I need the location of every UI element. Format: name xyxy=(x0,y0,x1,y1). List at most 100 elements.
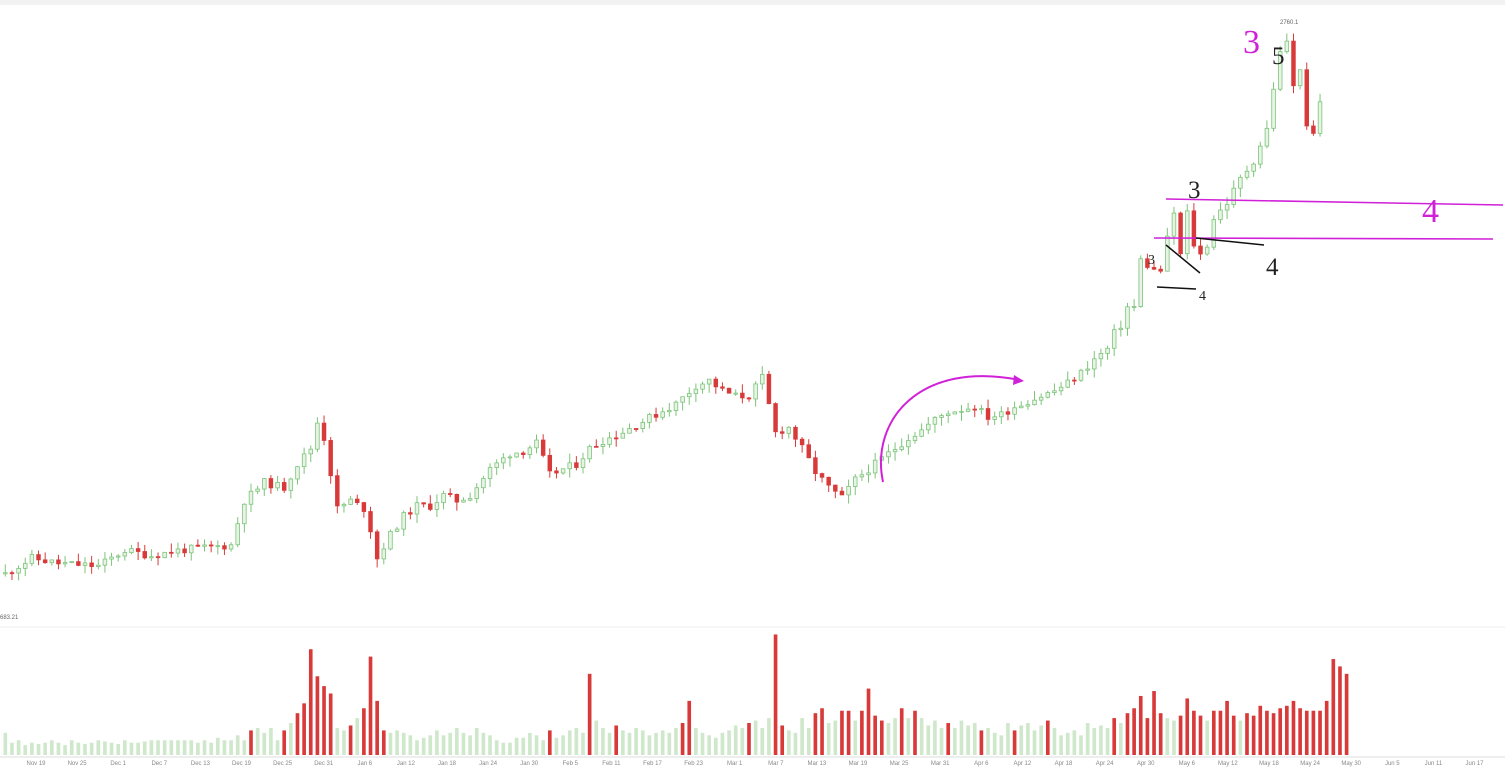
candle-up xyxy=(96,564,101,567)
candle-up xyxy=(959,410,964,413)
candle-down xyxy=(594,445,599,448)
candle-up xyxy=(295,466,300,480)
volume-bar xyxy=(16,740,21,755)
volume-bar xyxy=(953,727,957,755)
candlestick-series xyxy=(3,33,1323,581)
volume-bar xyxy=(255,727,260,755)
volume-bar xyxy=(501,742,506,755)
candle-down xyxy=(454,494,460,503)
candle-up xyxy=(1284,40,1290,53)
candle-up xyxy=(693,388,699,394)
volume-bar xyxy=(176,740,180,755)
candle-up xyxy=(932,417,938,425)
candle-up xyxy=(680,396,685,403)
volume-bar xyxy=(362,708,366,755)
volume-bar xyxy=(806,727,811,755)
candle-up xyxy=(162,551,167,559)
candle-up xyxy=(872,459,878,474)
volume-bar xyxy=(149,740,154,755)
candle-up xyxy=(912,435,918,441)
volume-bar xyxy=(654,732,658,755)
candle-up xyxy=(945,413,951,416)
candle-down xyxy=(208,544,214,547)
volume-bar xyxy=(740,727,745,755)
volume-bar xyxy=(826,723,831,755)
candle-up xyxy=(62,562,68,565)
candle-up xyxy=(919,429,924,437)
volume-bar xyxy=(966,725,970,755)
candle-up xyxy=(620,432,626,439)
volume-bar xyxy=(1172,720,1176,755)
volume-bar xyxy=(647,735,652,755)
volume-bar xyxy=(123,740,127,755)
candle-up xyxy=(560,468,566,474)
volume-bar xyxy=(455,727,459,755)
x-tick-label: Apr 30 xyxy=(1137,761,1155,767)
volume-bar xyxy=(1291,700,1296,755)
volume-bar xyxy=(169,740,174,755)
volume-bar xyxy=(972,723,977,755)
candle-down xyxy=(766,373,772,404)
volume-bar xyxy=(282,730,287,755)
volume-bar xyxy=(103,741,107,755)
volume-bar xyxy=(787,730,791,755)
volume-bar xyxy=(242,740,247,755)
candle-up xyxy=(952,411,958,415)
x-tick-label: Jun 11 xyxy=(1425,761,1443,767)
volume-bar xyxy=(713,737,718,755)
candle-down xyxy=(1005,411,1011,415)
volume-bar xyxy=(1165,718,1170,755)
candle-up xyxy=(786,426,792,434)
volume-bar xyxy=(448,732,453,755)
candle-down xyxy=(839,490,845,496)
volume-bar xyxy=(886,723,891,755)
x-tick-label: Mar 19 xyxy=(849,761,868,767)
candle-down xyxy=(447,493,453,495)
volume-bar xyxy=(1112,718,1117,755)
volume-bar xyxy=(1012,730,1017,755)
wave-label-3-small: 3 xyxy=(1148,253,1155,268)
volume-bar xyxy=(488,735,492,755)
candle-up xyxy=(580,458,586,468)
candle-up xyxy=(1131,306,1137,308)
volume-bar xyxy=(1278,708,1283,755)
candle-down xyxy=(1304,69,1309,127)
volume-bar xyxy=(561,735,565,755)
volume-bar xyxy=(959,720,964,755)
volume-bar xyxy=(906,718,911,755)
candle-down xyxy=(726,387,732,394)
volume-bar xyxy=(840,710,844,755)
candle-up xyxy=(69,561,74,564)
volume-bar xyxy=(69,740,74,755)
volume-series xyxy=(3,634,1349,755)
candle-down xyxy=(799,438,805,446)
candle-down xyxy=(613,437,619,440)
volume-bar xyxy=(315,676,320,755)
volume-bar xyxy=(348,725,353,755)
candle-up xyxy=(1012,407,1017,415)
candle-up xyxy=(262,478,267,490)
volume-bar xyxy=(1225,700,1229,755)
candle-up xyxy=(700,383,705,390)
candle-up xyxy=(1264,127,1270,147)
price-high-label: 2760.1 xyxy=(1280,20,1299,26)
volume-bar xyxy=(567,730,572,755)
candle-up xyxy=(467,498,473,501)
volume-bar xyxy=(833,720,838,755)
x-tick-label: Jan 24 xyxy=(479,761,498,767)
volume-bar xyxy=(142,741,147,755)
volume-bar xyxy=(1052,727,1057,755)
volume-bar xyxy=(262,732,267,755)
candle-up xyxy=(1098,353,1104,360)
price-low-label: 683.21 xyxy=(0,615,19,621)
x-tick-label: Dec 7 xyxy=(151,761,167,767)
volume-bar xyxy=(23,745,28,755)
volume-bar xyxy=(76,742,81,755)
candle-up xyxy=(1025,404,1031,407)
volume-bar xyxy=(521,737,526,755)
candle-up xyxy=(534,439,539,449)
volume-bar xyxy=(401,732,406,755)
volume-bar xyxy=(1032,730,1037,755)
volume-bar xyxy=(1324,700,1329,755)
candle-up xyxy=(441,493,446,504)
